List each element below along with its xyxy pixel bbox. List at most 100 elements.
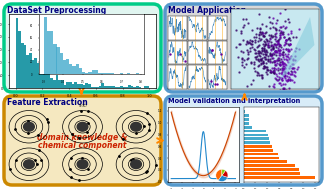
Point (280, 63, 285, 66)
Point (266, 44, 271, 47)
Point (282, 70, 287, 73)
Text: Model Application: Model Application (168, 6, 246, 15)
Point (265, 51, 270, 54)
Bar (50, 31, 53, 74)
Point (281, 86, 286, 89)
Point (272, 38, 277, 41)
Point (272, 66, 277, 69)
Point (279, 79, 284, 82)
Point (266, 59, 271, 62)
Bar (136, 87, 139, 88)
Point (282, 75, 287, 78)
Point (262, 57, 268, 60)
Point (267, 68, 273, 71)
Point (257, 59, 262, 62)
Point (260, 73, 265, 76)
Point (246, 21, 251, 24)
Point (247, 50, 252, 53)
Point (272, 77, 277, 80)
Point (283, 76, 288, 79)
Point (277, 63, 282, 66)
Point (273, 62, 278, 65)
Point (278, 71, 283, 74)
Point (250, 79, 256, 82)
Bar (88, 84, 91, 88)
Point (285, 74, 290, 77)
Point (296, 47, 302, 50)
Point (282, 36, 287, 39)
Point (283, 52, 288, 55)
Point (168, 52, 173, 55)
Point (266, 68, 271, 71)
Point (272, 33, 277, 36)
Bar (53, 44, 56, 74)
Point (281, 67, 287, 70)
Wedge shape (218, 175, 228, 181)
Point (274, 51, 280, 54)
Point (288, 42, 293, 45)
Point (288, 48, 293, 51)
Bar (244, 137, 269, 140)
Point (272, 59, 277, 62)
Bar (244, 176, 315, 179)
Point (291, 36, 296, 39)
Point (219, 52, 224, 55)
Point (277, 53, 282, 57)
Point (287, 43, 292, 46)
Point (275, 40, 280, 43)
Point (279, 60, 285, 63)
Point (254, 52, 259, 55)
Point (275, 48, 280, 51)
Point (269, 33, 274, 36)
Bar (114, 87, 117, 88)
Point (265, 41, 270, 44)
Point (287, 58, 292, 61)
Point (292, 75, 297, 78)
Point (271, 61, 276, 64)
Point (277, 48, 283, 51)
Point (283, 40, 288, 43)
Point (278, 83, 283, 86)
Point (271, 66, 276, 69)
Point (183, 60, 188, 63)
Point (262, 56, 267, 59)
Bar (85, 73, 88, 74)
Point (288, 57, 293, 60)
Point (274, 43, 279, 46)
Point (277, 61, 283, 64)
Point (278, 98, 284, 101)
Point (254, 35, 259, 38)
Point (236, 42, 242, 45)
Circle shape (131, 122, 141, 131)
Point (286, 37, 291, 40)
Bar (139, 87, 141, 88)
Point (267, 53, 273, 56)
Point (270, 35, 275, 38)
Point (265, 57, 270, 60)
Point (263, 49, 269, 52)
Point (276, 56, 281, 59)
Point (283, 82, 288, 85)
Point (284, 96, 289, 99)
Bar (80, 84, 82, 88)
Point (269, 70, 274, 73)
Point (267, 60, 272, 63)
Bar (18, 31, 21, 88)
Bar (112, 87, 114, 88)
Point (274, 19, 280, 22)
Point (265, 43, 271, 46)
Point (280, 82, 285, 85)
Point (273, 35, 278, 38)
Point (286, 17, 291, 20)
Point (243, 17, 248, 20)
Bar (79, 68, 82, 74)
Bar (24, 45, 26, 88)
Point (262, 43, 268, 46)
Point (271, 2, 276, 5)
Point (268, 48, 273, 51)
Point (282, 26, 288, 29)
Bar (72, 66, 76, 74)
Point (293, 59, 298, 62)
Point (272, 50, 277, 53)
Bar (72, 84, 74, 88)
